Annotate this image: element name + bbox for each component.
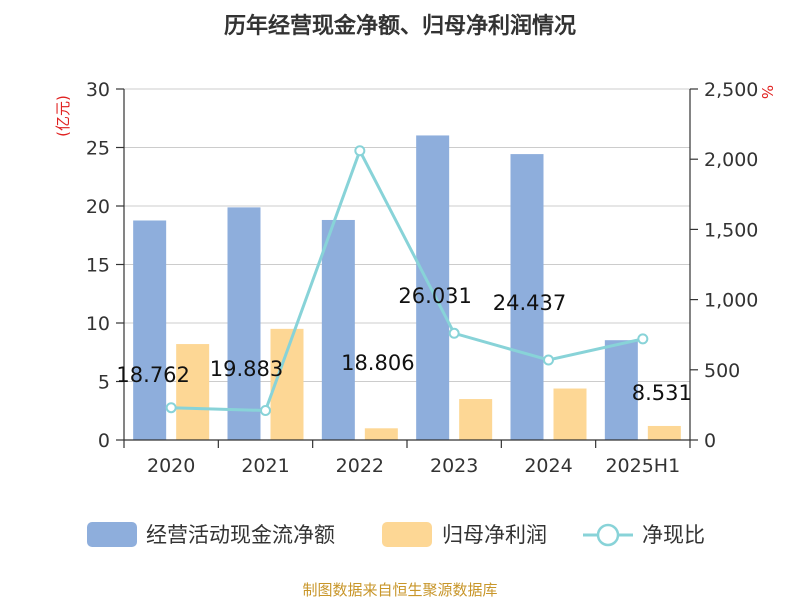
ratio-point [637, 333, 649, 345]
bar-data-label: 18.806 [341, 351, 414, 375]
legend-swatch-profit [382, 522, 432, 547]
bar-profit [459, 399, 493, 440]
left-tick-label: 10 [86, 313, 110, 335]
ratio-line [165, 145, 649, 417]
bar-profit [176, 344, 210, 440]
bar-ocf [416, 135, 450, 440]
x-tick-label: 2022 [336, 455, 384, 477]
right-tick-label: 1,000 [704, 290, 758, 312]
bar-ocf [510, 154, 544, 440]
x-tick-label: 2021 [241, 455, 289, 477]
ratio-point [165, 402, 177, 414]
ratio-point [448, 327, 460, 339]
legend-marker-ratio [596, 523, 620, 547]
right-tick-label: 2,000 [704, 149, 758, 171]
bar-profit [364, 428, 398, 440]
x-tick-label: 2023 [430, 455, 478, 477]
x-tick-label: 2025H1 [605, 455, 680, 477]
right-tick-label: 0 [704, 430, 716, 452]
bar-data-label: 26.031 [398, 284, 471, 308]
left-tick-label: 20 [86, 196, 110, 218]
bar-data-label: 18.762 [116, 363, 189, 387]
left-tick-label: 5 [98, 372, 110, 394]
bar-data-label: 8.531 [632, 381, 692, 405]
chart-title: 历年经营现金净额、归母净利润情况 [224, 13, 576, 39]
ratio-point [543, 354, 554, 366]
ratio-line-path [171, 147, 644, 413]
legend-label-profit: 归母净利润 [442, 523, 547, 547]
x-tick-label: 2020 [147, 455, 195, 477]
ratio-point [354, 145, 366, 157]
legend-label-ratio: 净现比 [642, 523, 705, 547]
bar-profit [647, 425, 681, 440]
right-tick-label: 500 [704, 360, 740, 382]
right-tick-label: 1,500 [704, 219, 758, 241]
bars [133, 135, 681, 440]
bar-data-label: 19.883 [210, 357, 283, 381]
legend-label-ocf: 经营活动现金流净额 [146, 523, 335, 547]
ratio-point [260, 405, 271, 417]
gridlines [124, 88, 690, 382]
left-tick-label: 0 [98, 430, 110, 452]
right-tick-label: 2,500 [704, 79, 758, 101]
data-labels: 18.762 19.883 18.806 26.031 24.437 8.531 [116, 284, 691, 405]
left-tick-label: 25 [86, 138, 110, 160]
bar-ocf [321, 219, 355, 440]
bar-profit [553, 388, 587, 440]
legend: 经营活动现金流净额 归母净利润 净现比 [87, 522, 705, 547]
bar-ocf [227, 207, 261, 440]
tick-labels: 0 5 10 15 20 25 30 0 500 1,000 1,500 2,000 2,500 2020… [86, 79, 759, 477]
legend-swatch-ocf [87, 522, 137, 547]
bar-data-label: 24.437 [493, 291, 566, 315]
right-axis-unit: % [758, 85, 776, 99]
source-note: 制图数据来自恒生聚源数据库 [302, 581, 497, 599]
left-axis-unit: (亿元) [54, 95, 72, 137]
left-tick-label: 30 [86, 79, 110, 101]
x-tick-label: 2024 [524, 455, 572, 477]
bar-ocf [604, 340, 638, 440]
bar-ocf [133, 220, 167, 440]
left-tick-label: 15 [86, 255, 110, 277]
